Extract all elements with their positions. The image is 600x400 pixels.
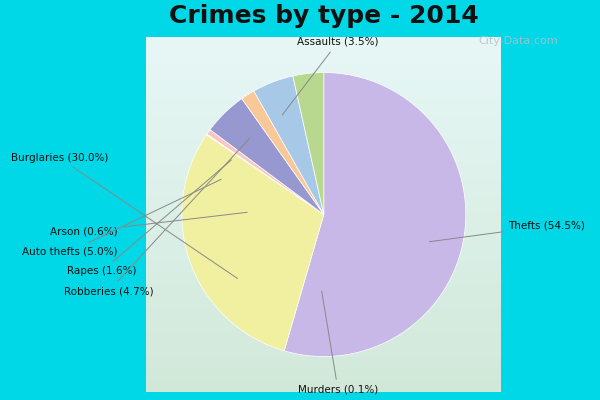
Wedge shape xyxy=(206,134,324,214)
Title: Crimes by type - 2014: Crimes by type - 2014 xyxy=(169,4,479,28)
Text: Thefts (54.5%): Thefts (54.5%) xyxy=(430,221,585,242)
Wedge shape xyxy=(242,91,324,214)
Text: Robberies (4.7%): Robberies (4.7%) xyxy=(64,139,249,296)
Wedge shape xyxy=(210,99,324,214)
Text: Murders (0.1%): Murders (0.1%) xyxy=(298,291,378,395)
Text: Auto thefts (5.0%): Auto thefts (5.0%) xyxy=(22,179,221,256)
Text: Assaults (3.5%): Assaults (3.5%) xyxy=(282,37,379,115)
Wedge shape xyxy=(182,135,324,351)
Wedge shape xyxy=(293,72,324,214)
Text: City-Data.com: City-Data.com xyxy=(478,36,558,46)
Wedge shape xyxy=(207,130,324,214)
Text: Burglaries (30.0%): Burglaries (30.0%) xyxy=(11,153,238,278)
Text: Rapes (1.6%): Rapes (1.6%) xyxy=(67,160,232,276)
Wedge shape xyxy=(254,76,324,214)
Wedge shape xyxy=(284,72,466,356)
Text: Arson (0.6%): Arson (0.6%) xyxy=(50,212,247,236)
